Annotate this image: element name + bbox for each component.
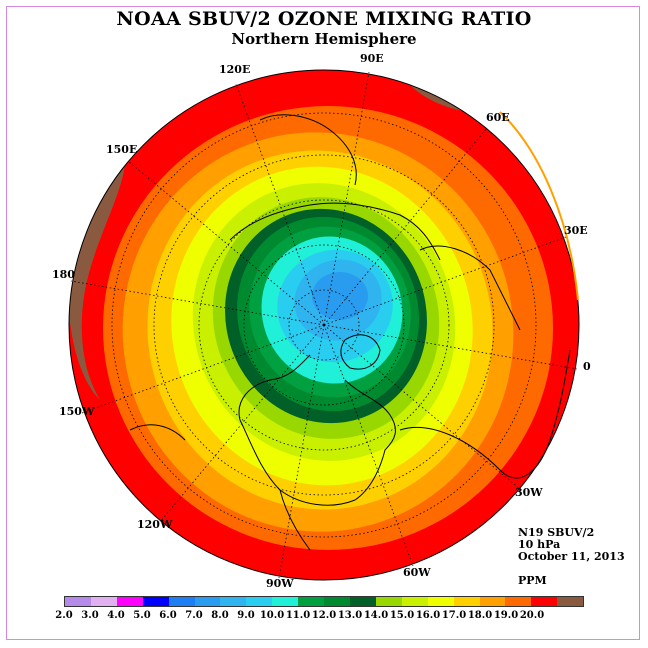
colorbar-swatch (324, 597, 350, 606)
meridian-90e (323, 71, 370, 326)
colorbar-swatch (65, 597, 91, 606)
colorbar-tick-label: 2.0 (55, 610, 73, 621)
longitude-label-90e: 90E (360, 52, 384, 65)
ozone-field (69, 70, 579, 580)
colorbar-tick-label: 15.0 (389, 610, 415, 621)
colorbar-tick-label: 17.0 (441, 610, 467, 621)
colorbar-swatch (453, 597, 480, 606)
meridian-120w (159, 324, 325, 523)
meridian-150e (127, 160, 325, 326)
colorbar-tick-label: 18.0 (467, 610, 493, 621)
colorbar-swatch (272, 597, 299, 606)
latitude-60 (198, 199, 450, 451)
date-label: October 11, 2013 (518, 550, 625, 563)
meridian-120e (235, 83, 325, 326)
longitude-label-90w: 90W (266, 577, 294, 590)
greenland-outline (340, 334, 381, 370)
meridian-60w (323, 324, 414, 567)
alaska-coast (129, 424, 186, 441)
longitude-label-30w: 30W (515, 486, 543, 499)
colorbar-swatch (142, 597, 169, 606)
colorbar-swatch (116, 597, 143, 606)
longitude-label-120e: 120E (219, 63, 251, 76)
colorbar-tick-label: 12.0 (311, 610, 337, 621)
colorbar-swatch (557, 597, 584, 606)
colorbar-swatch (220, 597, 247, 606)
colorbar-tick-label: 14.0 (363, 610, 389, 621)
longitude-label-150w: 150W (59, 405, 95, 418)
map-boundary (68, 69, 580, 581)
colorbar-swatch (375, 597, 402, 606)
latitude-80 (288, 289, 360, 361)
colorbar-tick-label: 10.0 (259, 610, 285, 621)
meridian-180 (70, 280, 325, 326)
latitude-50 (153, 154, 495, 496)
north-america-coast (239, 379, 396, 506)
colorbar-tick-label: 19.0 (493, 610, 519, 621)
instrument-label: N19 SBUV/2 (518, 526, 595, 539)
colorbar-swatch (531, 597, 558, 606)
contour-6-7 (312, 272, 368, 320)
boundary-highlight (499, 111, 579, 301)
colorbar-swatch (246, 597, 273, 606)
colorbar-swatch (90, 597, 117, 606)
colorbar-swatch (298, 597, 325, 606)
graticule (70, 71, 578, 579)
coastlines (129, 114, 571, 551)
colorbar-tick-label: 13.0 (337, 610, 363, 621)
colorbar-tick-label: 7.0 (185, 610, 203, 621)
longitude-label-0: 0 (583, 360, 591, 373)
meridian-150w (81, 324, 325, 414)
longitude-label-120w: 120W (137, 518, 173, 531)
colorbar-tick-label: 4.0 (107, 610, 125, 621)
east-asia-coast (259, 114, 357, 186)
latitude-70 (243, 244, 405, 406)
figure-frame (6, 6, 640, 640)
meridian-60e (323, 127, 488, 326)
meridian-0 (323, 324, 578, 370)
colorbar-tick-label: 6.0 (159, 610, 177, 621)
colorbar-tick-label: 8.0 (211, 610, 229, 621)
longitude-label-180: 180 (52, 268, 75, 281)
longitude-label-150e: 150E (106, 143, 138, 156)
units-label: PPM (518, 574, 547, 587)
colorbar-tick-label: 11.0 (285, 610, 311, 621)
canada-arctic-coast (238, 354, 311, 421)
colorbar-swatch (194, 597, 221, 606)
europe-africa-coast (399, 349, 571, 479)
colorbar-tick-label: 5.0 (133, 610, 151, 621)
longitude-label-60e: 60E (486, 111, 510, 124)
meridian-30e (323, 236, 567, 326)
siberia-coast (229, 202, 441, 261)
pressure-level-label: 10 hPa (518, 538, 561, 551)
eurasia-coast (419, 245, 521, 331)
central-america-coast (279, 489, 311, 551)
meridian-90w (278, 324, 325, 579)
longitude-label-60w: 60W (403, 566, 431, 579)
colorbar-tick-label: 9.0 (237, 610, 255, 621)
latitude-40 (111, 112, 537, 538)
colorbar-swatch (349, 597, 376, 606)
colorbar-tick-label: 3.0 (81, 610, 99, 621)
meridian-30w (323, 324, 522, 491)
colorbar-swatch (427, 597, 454, 606)
colorbar-swatch (505, 597, 532, 606)
colorbar-tick-label: 16.0 (415, 610, 441, 621)
map-subtitle: Northern Hemisphere (231, 30, 417, 48)
colorbar-swatch (401, 597, 428, 606)
longitude-label-30e: 30E (564, 224, 588, 237)
colorbar-swatch (479, 597, 506, 606)
colorbar-swatch (168, 597, 195, 606)
colorbar (64, 596, 584, 607)
map-title: NOAA SBUV/2 OZONE MIXING RATIO (116, 8, 532, 30)
colorbar-tick-label: 20.0 (519, 610, 545, 621)
